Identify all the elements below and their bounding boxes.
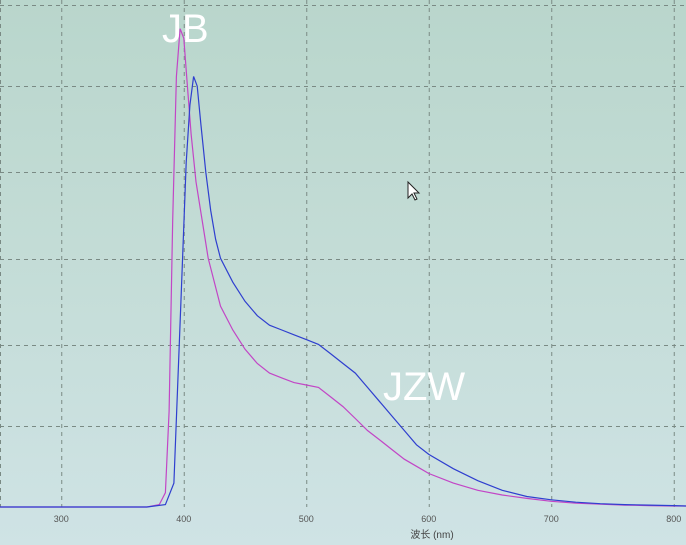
jzw-label: JZW (383, 365, 465, 409)
series-line-jb (0, 28, 686, 508)
series-layer (0, 28, 686, 508)
x-tick-label: 300 (54, 514, 69, 524)
mouse-cursor-icon (407, 180, 421, 201)
x-tick-label: 700 (544, 514, 559, 524)
grid (0, 0, 686, 507)
x-tick-label: 500 (299, 514, 314, 524)
jb-label: JB (162, 7, 209, 51)
x-tick-label: 800 (666, 514, 681, 524)
series-line-jzw (0, 76, 686, 508)
x-tick-label: 600 (421, 514, 436, 524)
x-tick-labels: 300 400 500 600 700 800 (54, 514, 682, 524)
x-axis-title: 波长 (nm) (410, 528, 453, 541)
x-tick-label: 400 (176, 514, 191, 524)
